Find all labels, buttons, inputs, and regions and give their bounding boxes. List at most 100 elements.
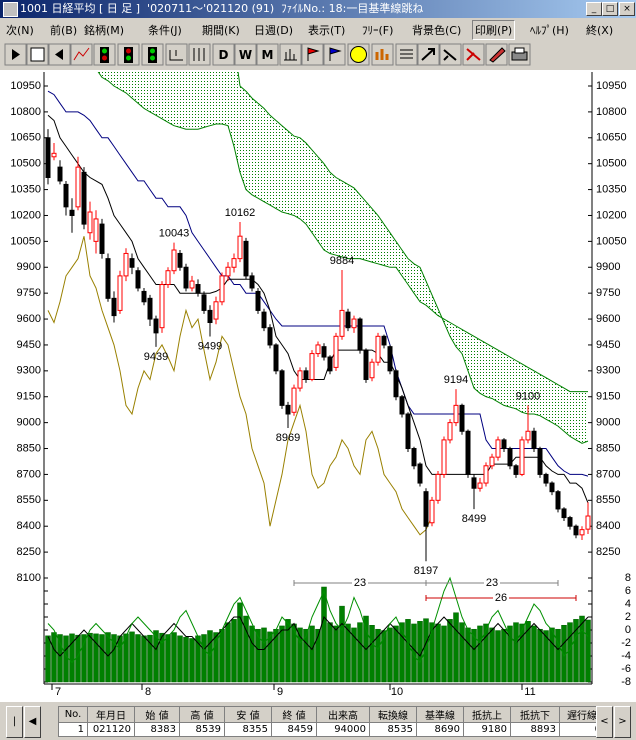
- menu-item[interactable]: 終(X): [586, 24, 614, 37]
- volume-bar: [369, 625, 375, 683]
- candle-body: [315, 344, 321, 355]
- menu-item[interactable]: 表示(T): [308, 24, 346, 37]
- icon-volume: [284, 49, 297, 61]
- candle-body: [225, 266, 231, 277]
- volume-bar: [261, 627, 267, 683]
- y-tick-label: 9150: [17, 391, 41, 403]
- candle-body: [537, 448, 543, 475]
- header-cell: 基準線: [416, 706, 464, 723]
- candle-body: [309, 353, 315, 380]
- y-tick-label-right: 9000: [596, 417, 620, 429]
- volume-bar: [471, 628, 477, 683]
- y-tick-label-right: 10200: [596, 209, 627, 221]
- volume-bar: [441, 625, 447, 683]
- candle-body: [63, 183, 69, 208]
- candle-body: [267, 327, 273, 346]
- candle-body: [57, 166, 63, 182]
- menu-item[interactable]: 銘柄(M): [84, 24, 125, 37]
- volume-bar: [249, 625, 255, 683]
- tool-letter: W: [239, 48, 252, 62]
- volume-bar: [135, 634, 141, 683]
- candle-body: [189, 280, 195, 289]
- volume-bar: [81, 634, 87, 683]
- menu-item[interactable]: 前(B): [50, 24, 78, 37]
- volume-bar: [531, 625, 537, 683]
- candle-body: [459, 404, 465, 432]
- menu-item[interactable]: ﾌﾘｰ(F): [362, 24, 394, 37]
- y-tick-label: 8100: [17, 572, 41, 584]
- osc-tick-label: 6: [625, 585, 631, 597]
- data-table: No. 年月日始 値高 値安 値終 値出来高 転換線 基準線 抵抗上 抵抗下 遅行線 1 021…: [58, 706, 605, 737]
- prev-button[interactable]: <: [596, 706, 613, 738]
- close-button[interactable]: ×: [619, 2, 635, 16]
- y-tick-label: 10800: [10, 106, 41, 118]
- header-cell: 始 値: [134, 706, 180, 723]
- candle-body: [567, 517, 573, 527]
- volume-bar: [309, 625, 315, 683]
- volume-bar: [387, 627, 393, 683]
- y-tick-label-right: 8250: [596, 546, 620, 558]
- maximize-button[interactable]: □: [602, 2, 618, 16]
- candle-body: [213, 301, 219, 320]
- tool-button[interactable]: [212, 43, 235, 66]
- low-label: 8969: [276, 432, 300, 444]
- cloud-line: [97, 72, 588, 393]
- candle-body: [117, 275, 123, 311]
- volume-bar: [393, 625, 399, 683]
- volume-bar: [429, 622, 435, 683]
- menu-item[interactable]: 条件(J): [148, 24, 182, 37]
- menu-item[interactable]: 印刷(P): [472, 20, 516, 40]
- menu-item[interactable]: 日週(D): [254, 24, 294, 37]
- tool-button[interactable]: [301, 43, 324, 66]
- app-icon: [3, 2, 18, 17]
- volume-bar: [321, 586, 327, 683]
- scroll-prev[interactable]: ◀: [24, 706, 41, 738]
- minimize-button[interactable]: _: [586, 2, 602, 16]
- candle-body: [111, 297, 117, 317]
- header-cell: 年月日: [87, 706, 135, 723]
- volume-bar: [285, 619, 291, 683]
- icon-arrow: [421, 48, 435, 61]
- volume-bar: [447, 619, 453, 683]
- volume-bar: [489, 627, 495, 683]
- candle-body: [369, 361, 375, 379]
- table-header: No. 年月日始 値高 値安 値終 値出来高 転換線 基準線 抵抗上 抵抗下 遅行線: [58, 706, 605, 723]
- volume-bar: [453, 612, 459, 683]
- volume-bar: [381, 630, 387, 683]
- volume-bar: [585, 619, 591, 683]
- scroll-first[interactable]: |: [6, 706, 23, 738]
- high-label: 9100: [516, 390, 540, 402]
- volume-bar: [549, 627, 555, 683]
- menu-bar: 次(N) 前(B) 銘柄(M) 条件(J) 期間(K) 日週(D) 表示(T) …: [0, 19, 636, 40]
- candle-body: [411, 448, 417, 467]
- cell: 8383: [134, 722, 180, 737]
- volume-bar: [231, 619, 237, 683]
- candle-body: [441, 439, 447, 475]
- menu-item[interactable]: ﾍﾙﾌﾟ(H): [530, 24, 569, 37]
- menu-item[interactable]: 期間(K): [202, 24, 240, 37]
- month-label: 8: [145, 686, 151, 698]
- candle-body: [327, 356, 333, 372]
- candle-body: [351, 318, 357, 329]
- volume-bar: [483, 623, 489, 683]
- next-button[interactable]: >: [614, 706, 631, 738]
- y-tick-label-right: 10350: [596, 183, 627, 195]
- high-label: 10162: [225, 207, 256, 219]
- icon-back: [55, 49, 63, 60]
- menu-item[interactable]: 次(N): [6, 24, 34, 37]
- volume-bar: [345, 623, 351, 683]
- candle-body: [345, 311, 351, 329]
- lower-panel: [45, 576, 591, 683]
- tool-button[interactable]: [234, 43, 257, 66]
- y-tick-label: 9000: [17, 417, 41, 429]
- tool-button[interactable]: [323, 43, 346, 66]
- data-strip: | ◀ No. 年月日始 値高 値安 値終 値出来高 転換線 基準線 抵抗上 抵抗下 遅行線…: [0, 703, 636, 740]
- y-tick-label-right: 10050: [596, 235, 627, 247]
- y-tick-label: 8850: [17, 442, 41, 454]
- menu-item[interactable]: 背景色(C): [412, 24, 462, 37]
- volume-bar: [45, 635, 51, 683]
- tool-button[interactable]: [256, 43, 279, 66]
- cell: 8535: [369, 722, 417, 737]
- header-cell: No.: [58, 706, 88, 723]
- window-title: 1001 日経平均 [ 日 足 ] '020711～'021120 (91) ﾌ…: [20, 2, 424, 15]
